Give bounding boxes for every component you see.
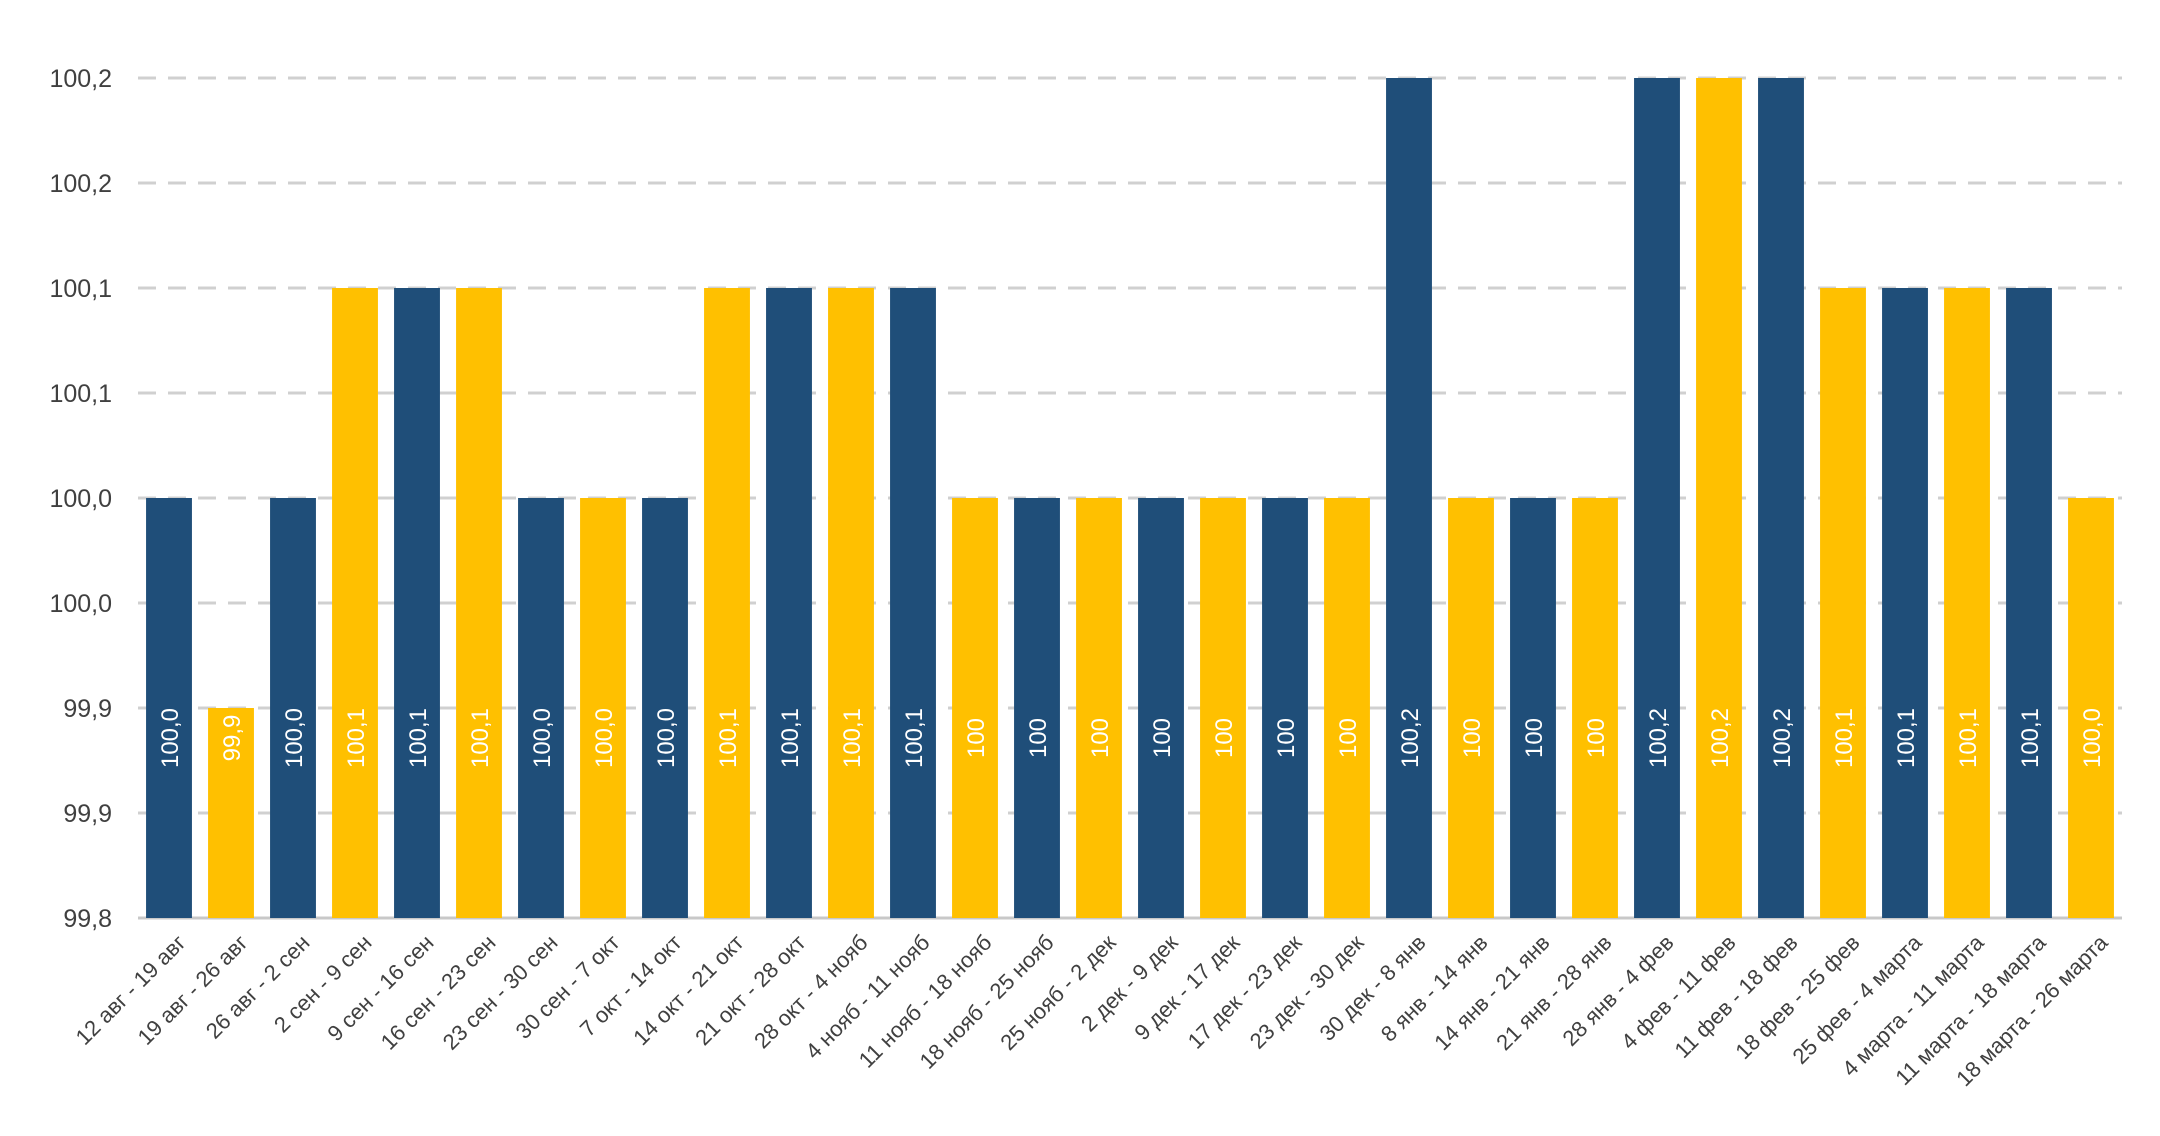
bar: [2068, 498, 2114, 918]
x-tick-label: 30 дек - 8 янв: [1315, 930, 1431, 1046]
bar-data-label: 100,0: [529, 708, 556, 768]
bar-data-label: 100,0: [157, 708, 184, 768]
bar-data-label: 100,1: [715, 708, 742, 768]
y-tick-label: 100,2: [49, 170, 112, 198]
bar: [580, 498, 626, 918]
bar: [1758, 78, 1804, 918]
bar: [1386, 78, 1432, 918]
bar: [642, 498, 688, 918]
bar-data-label: 100: [1335, 718, 1362, 758]
bar-data-label: 100: [1273, 718, 1300, 758]
y-tick-label: 100,1: [49, 380, 112, 408]
bar-data-label: 100,0: [2079, 708, 2106, 768]
bar: [1448, 498, 1494, 918]
bar-data-label: 100,1: [1955, 708, 1982, 768]
bar: [1820, 288, 1866, 918]
bar-data-label: 100: [1459, 718, 1486, 758]
bar: [1510, 498, 1556, 918]
bar: [1076, 498, 1122, 918]
bar-data-label: 100,1: [405, 708, 432, 768]
bar: [1014, 498, 1060, 918]
bar: [1262, 498, 1308, 918]
bar: [890, 288, 936, 918]
bar-data-label: 100: [1149, 718, 1176, 758]
bar-data-label: 100,2: [1707, 708, 1734, 768]
bar-data-label: 100: [1583, 718, 1610, 758]
x-tick-label: 21 окт - 28 окт: [690, 930, 810, 1050]
bar-data-label: 100,1: [839, 708, 866, 768]
bar-data-label: 100,1: [467, 708, 494, 768]
bar-data-label: 100,2: [1645, 708, 1672, 768]
bar: [704, 288, 750, 918]
bar-data-label: 100,0: [591, 708, 618, 768]
bar: [1634, 78, 1680, 918]
bar-data-label: 100,1: [1893, 708, 1920, 768]
x-tick-label: 9 сен - 16 сен: [322, 930, 438, 1046]
x-tick-label: 12 авг - 19 авг: [71, 930, 191, 1050]
bar-data-label: 100: [963, 718, 990, 758]
bar-data-labels: 100,0 99,9 100,0 100,1 100,1 100,1 100,0 100,0 1…: [157, 708, 2106, 768]
bar-data-label: 100,2: [1769, 708, 1796, 768]
bar: [394, 288, 440, 918]
y-tick-label: 100,1: [49, 275, 112, 303]
bar: [1138, 498, 1184, 918]
bar: [518, 498, 564, 918]
y-tick-label: 100,0: [49, 590, 112, 618]
y-tick-label: 99,9: [63, 800, 112, 828]
bar: [1944, 288, 1990, 918]
bar: [828, 288, 874, 918]
bar-data-label: 100,1: [343, 708, 370, 768]
bar-data-label: 100,0: [653, 708, 680, 768]
bar-data-label: 99,9: [219, 715, 246, 762]
bar: [456, 288, 502, 918]
y-tick-label: 100,0: [49, 485, 112, 513]
bar: [1572, 498, 1618, 918]
bar: [2006, 288, 2052, 918]
bar-data-label: 100,0: [281, 708, 308, 768]
bar: [1324, 498, 1370, 918]
bar: [270, 498, 316, 918]
bar: [1882, 288, 1928, 918]
bar-data-label: 100: [1087, 718, 1114, 758]
bar-data-label: 100: [1211, 718, 1238, 758]
bar-data-label: 100,1: [901, 708, 928, 768]
bars: [146, 78, 2114, 918]
bar-data-label: 100,1: [2017, 708, 2044, 768]
x-tick-label: 19 авг - 26 авг: [133, 930, 253, 1050]
x-tick-label: 8 янв - 14 янв: [1376, 930, 1493, 1047]
x-tick-label: 28 янв - 4 фев: [1557, 930, 1678, 1051]
bar-data-label: 100,1: [777, 708, 804, 768]
bar: [766, 288, 812, 918]
bar-data-label: 100,2: [1397, 708, 1424, 768]
bar-data-label: 100,1: [1831, 708, 1858, 768]
bar: [332, 288, 378, 918]
x-tick-label: 14 окт - 21 окт: [628, 930, 748, 1050]
bar: [1696, 78, 1742, 918]
y-axis-tick-labels: 99,8 99,9 99,9 100,0 100,0 100,1 100,1 100,2 100…: [49, 65, 112, 933]
y-tick-label: 100,2: [49, 65, 112, 93]
y-tick-label: 99,9: [63, 695, 112, 723]
bar-data-label: 100: [1521, 718, 1548, 758]
bar: [146, 498, 192, 918]
bar: [1200, 498, 1246, 918]
bar-data-label: 100: [1025, 718, 1052, 758]
bar: [952, 498, 998, 918]
y-tick-label: 99,8: [63, 905, 112, 933]
bar: [208, 708, 254, 918]
